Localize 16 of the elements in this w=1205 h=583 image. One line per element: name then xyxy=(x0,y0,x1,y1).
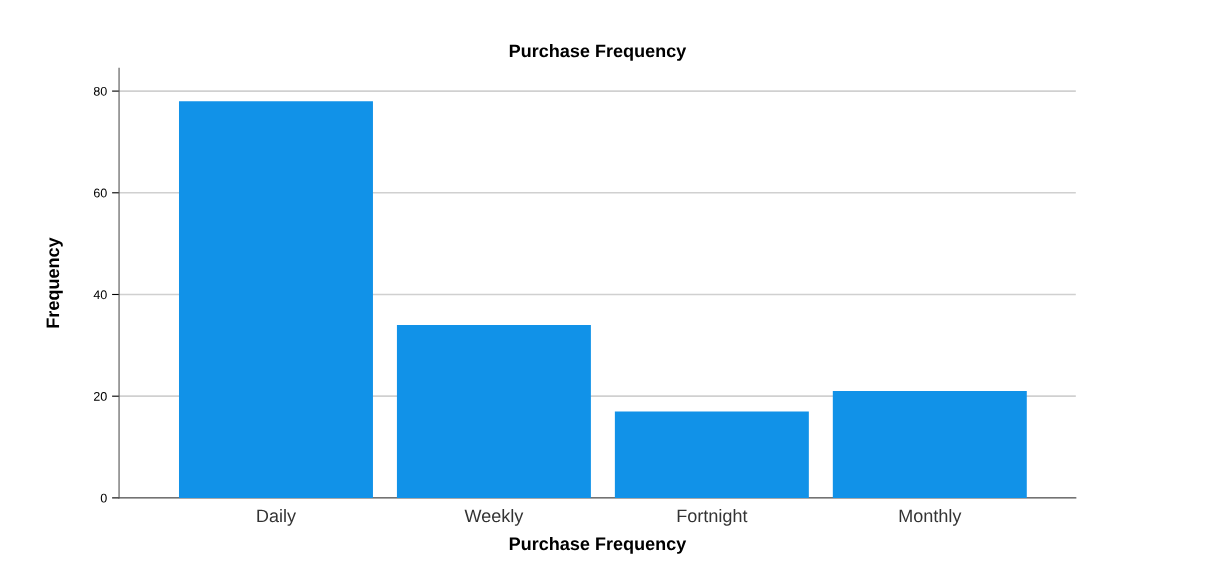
y-tick-label: 40 xyxy=(93,290,107,300)
y-tick-label: 0 xyxy=(100,493,107,503)
bar xyxy=(178,101,373,498)
y-tick-label: 20 xyxy=(93,391,107,401)
bar xyxy=(614,411,809,498)
x-tick-label: Weekly xyxy=(464,508,524,526)
y-tick-label: 80 xyxy=(93,86,107,96)
x-tick-label: Fortnight xyxy=(677,508,748,526)
bar xyxy=(832,391,1027,498)
bar xyxy=(396,325,591,498)
chart-title: Purchase Frequency xyxy=(509,44,687,61)
x-tick-label: Monthly xyxy=(899,508,962,526)
y-axis-title: Frequency xyxy=(46,237,63,328)
x-tick-label: Daily xyxy=(257,508,296,526)
y-tick-label: 60 xyxy=(93,188,107,198)
x-axis-title: Purchase Frequency xyxy=(509,536,687,554)
